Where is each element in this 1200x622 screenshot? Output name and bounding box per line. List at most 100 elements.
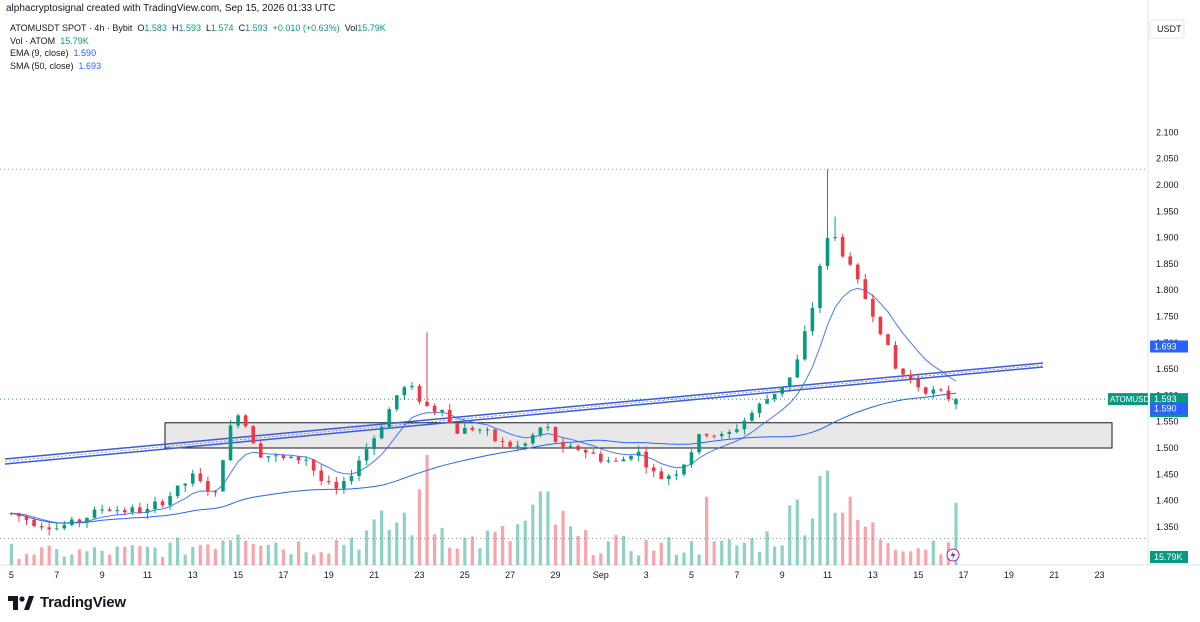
candle[interactable] xyxy=(712,434,716,439)
candle[interactable] xyxy=(719,431,724,440)
candle[interactable] xyxy=(500,437,505,449)
candle[interactable] xyxy=(342,477,346,494)
candle[interactable] xyxy=(614,457,618,462)
candle[interactable] xyxy=(417,383,422,405)
candle[interactable] xyxy=(803,325,807,361)
candle[interactable] xyxy=(893,341,898,370)
candle[interactable] xyxy=(810,302,815,336)
candle[interactable] xyxy=(583,447,588,459)
candle[interactable] xyxy=(833,216,837,241)
candle[interactable] xyxy=(304,456,308,467)
candle[interactable] xyxy=(349,469,354,485)
legend-vol-indicator[interactable]: Vol · ATOM 15.79K xyxy=(10,35,89,46)
candle[interactable] xyxy=(704,433,709,438)
trendline-lower[interactable] xyxy=(4,366,1044,465)
candle[interactable] xyxy=(190,469,195,487)
candle[interactable] xyxy=(153,496,157,514)
sma-50-line[interactable] xyxy=(11,392,957,524)
candle[interactable] xyxy=(689,449,694,468)
legend-symbol[interactable]: ATOMUSDT SPOT · 4h · Bybit xyxy=(10,23,133,33)
candle[interactable] xyxy=(742,417,747,435)
candle[interactable] xyxy=(138,502,142,514)
candle[interactable] xyxy=(425,332,429,408)
tradingview-logo[interactable]: TradingView xyxy=(8,594,126,611)
candle[interactable] xyxy=(364,443,369,466)
candle[interactable] xyxy=(636,445,641,462)
candle[interactable] xyxy=(334,476,339,495)
candle[interactable] xyxy=(258,440,263,459)
candle[interactable] xyxy=(62,520,67,531)
candle[interactable] xyxy=(213,489,218,497)
candle[interactable] xyxy=(750,410,754,423)
candle[interactable] xyxy=(485,427,490,436)
candle[interactable] xyxy=(568,443,573,448)
candle[interactable] xyxy=(100,504,104,514)
candle[interactable] xyxy=(478,428,482,434)
legend-ema-indicator[interactable]: EMA (9, close) 1.590 xyxy=(10,48,97,58)
candle[interactable] xyxy=(243,413,248,429)
candle[interactable] xyxy=(447,404,452,424)
ema-9-line[interactable] xyxy=(11,287,957,524)
candle[interactable] xyxy=(780,386,784,397)
candle[interactable] xyxy=(561,437,565,453)
candle[interactable] xyxy=(908,370,913,384)
candle[interactable] xyxy=(667,473,671,486)
candle[interactable] xyxy=(682,463,686,477)
candle[interactable] xyxy=(946,385,951,402)
candle[interactable] xyxy=(357,455,361,481)
candle[interactable] xyxy=(463,422,467,434)
candle[interactable] xyxy=(92,506,97,520)
candle[interactable] xyxy=(644,446,648,474)
candle[interactable] xyxy=(168,491,172,510)
candle[interactable] xyxy=(281,453,286,461)
candle[interactable] xyxy=(47,521,51,536)
candle[interactable] xyxy=(727,429,732,439)
candle[interactable] xyxy=(70,516,74,527)
candle[interactable] xyxy=(697,433,701,455)
candle[interactable] xyxy=(765,394,769,405)
candle[interactable] xyxy=(311,458,316,477)
candle[interactable] xyxy=(9,512,14,516)
candle[interactable] xyxy=(274,453,278,463)
candle[interactable] xyxy=(515,440,520,452)
candle[interactable] xyxy=(606,456,611,464)
candle[interactable] xyxy=(130,504,135,516)
candle[interactable] xyxy=(387,407,392,428)
candle[interactable] xyxy=(591,449,596,455)
candle[interactable] xyxy=(493,428,497,443)
candle[interactable] xyxy=(54,522,59,531)
candle[interactable] xyxy=(508,439,512,448)
candle[interactable] xyxy=(825,169,830,270)
candle[interactable] xyxy=(878,316,883,336)
candle[interactable] xyxy=(379,422,384,440)
candle[interactable] xyxy=(531,432,535,446)
candle[interactable] xyxy=(553,426,558,443)
candle[interactable] xyxy=(145,503,150,519)
candle[interactable] xyxy=(818,263,822,313)
candle[interactable] xyxy=(39,522,44,531)
candle[interactable] xyxy=(85,517,89,529)
candle[interactable] xyxy=(901,368,905,378)
candle[interactable] xyxy=(32,516,36,528)
candle[interactable] xyxy=(175,485,180,499)
candle[interactable] xyxy=(863,273,868,300)
candle[interactable] xyxy=(440,409,444,417)
candle[interactable] xyxy=(266,456,271,463)
candle[interactable] xyxy=(160,499,165,508)
candle[interactable] xyxy=(372,435,376,456)
support-zone[interactable] xyxy=(164,422,1113,449)
candle[interactable] xyxy=(621,456,626,462)
candle[interactable] xyxy=(319,464,324,486)
candle[interactable] xyxy=(115,505,119,516)
candle[interactable] xyxy=(659,467,664,480)
candle[interactable] xyxy=(772,393,777,403)
candle[interactable] xyxy=(17,512,21,522)
candle[interactable] xyxy=(289,456,293,459)
candle[interactable] xyxy=(206,476,210,496)
candle[interactable] xyxy=(455,420,460,434)
candle[interactable] xyxy=(871,294,875,323)
candle[interactable] xyxy=(296,456,301,465)
candle[interactable] xyxy=(198,467,203,483)
legend-sma-indicator[interactable]: SMA (50, close) 1.693 xyxy=(10,60,102,71)
